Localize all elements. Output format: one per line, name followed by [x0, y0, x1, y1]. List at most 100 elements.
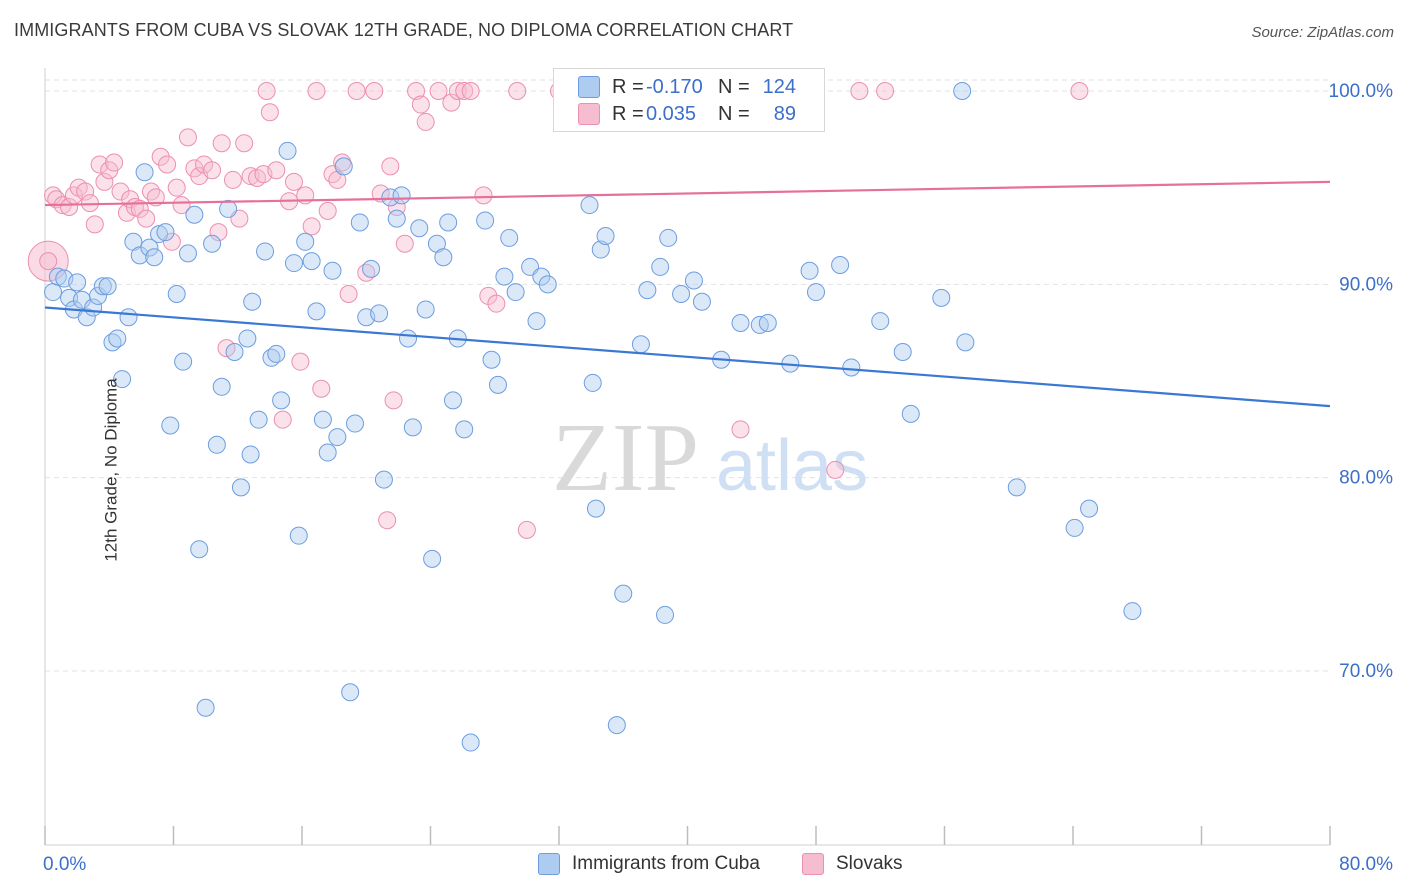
watermark: ZIP atlas: [552, 404, 868, 512]
cuba-points: [44, 82, 1142, 752]
data-point: [156, 223, 175, 242]
data-point: [656, 605, 675, 624]
data-point: [807, 283, 825, 302]
data-point: [403, 418, 422, 437]
r-value: -0.170: [646, 75, 703, 98]
data-point: [174, 352, 193, 371]
data-point: [538, 275, 557, 294]
data-point: [347, 82, 366, 100]
data-point: [442, 93, 461, 112]
data-point: [219, 199, 238, 218]
data-point: [135, 163, 154, 182]
data-point: [190, 540, 209, 559]
data-point: [362, 259, 381, 278]
data-point: [284, 172, 303, 191]
data-point: [313, 410, 332, 429]
data-point: [399, 329, 418, 348]
data-point: [130, 199, 149, 218]
data-point: [901, 404, 920, 423]
data-point: [461, 733, 480, 752]
data-point: [1070, 82, 1089, 100]
data-point: [302, 252, 321, 271]
data-point: [731, 314, 750, 332]
y-tick-label: 80.0%: [1339, 468, 1393, 489]
data-point: [455, 420, 474, 439]
data-point: [392, 186, 411, 205]
data-point: [381, 157, 400, 176]
n-label: N =: [718, 75, 750, 98]
data-point: [956, 333, 975, 352]
data-point: [77, 308, 96, 327]
data-point: [350, 213, 369, 232]
data-point: [1080, 499, 1099, 518]
data-point: [267, 344, 286, 363]
axes: [44, 68, 1331, 846]
legend-swatch-blue: [578, 76, 600, 98]
data-point: [378, 511, 397, 530]
data-point: [429, 82, 448, 100]
data-point: [223, 170, 242, 189]
data-point: [90, 155, 109, 174]
data-point: [238, 329, 257, 348]
data-point: [607, 716, 626, 735]
data-point: [500, 228, 519, 247]
r-label: R =: [612, 75, 644, 98]
data-point: [203, 161, 222, 180]
chart-title: IMMIGRANTS FROM CUBA VS SLOVAK 12TH GRAD…: [14, 20, 794, 40]
data-point: [476, 211, 495, 230]
data-point: [474, 186, 493, 205]
data-point: [341, 683, 360, 702]
n-value: 89: [773, 102, 796, 125]
r-label: R =: [612, 102, 644, 125]
data-point: [249, 410, 268, 429]
data-point: [44, 283, 63, 302]
data-point: [506, 283, 525, 302]
data-point: [150, 225, 169, 244]
data-point: [684, 271, 703, 290]
data-point: [411, 95, 430, 114]
data-point: [260, 103, 279, 122]
data-point: [267, 161, 286, 180]
data-point: [1123, 602, 1142, 621]
data-point: [89, 286, 108, 305]
data-point: [60, 198, 79, 216]
data-point: [443, 391, 462, 410]
legend-row-slovaks: R = 0.035 N = 89: [578, 100, 796, 128]
data-point: [185, 205, 204, 224]
data-point: [532, 267, 551, 286]
data-point: [113, 370, 132, 389]
data-point: [273, 410, 292, 429]
data-point: [145, 248, 164, 267]
data-point: [212, 134, 231, 153]
data-point: [225, 343, 244, 361]
data-point: [932, 288, 951, 307]
data-point: [527, 312, 546, 331]
legend-swatch-pink: [802, 853, 824, 875]
data-point: [659, 228, 678, 247]
data-point: [39, 252, 58, 271]
data-point: [508, 82, 527, 100]
slovaks-points: [27, 82, 1089, 539]
legend-item-cuba[interactable]: Immigrants from Cuba: [538, 852, 760, 876]
data-point: [328, 428, 347, 447]
n-value: 124: [762, 75, 796, 98]
n-label: N =: [718, 102, 750, 125]
data-point: [439, 213, 458, 232]
data-point: [692, 292, 711, 311]
data-point: [800, 261, 819, 280]
data-point: [140, 238, 159, 257]
data-point: [586, 499, 605, 518]
r-value: 0.035: [646, 102, 697, 125]
data-point: [381, 188, 400, 207]
data-point: [307, 302, 326, 321]
data-point: [1065, 518, 1084, 537]
data-point: [178, 244, 197, 263]
legend-item-slovaks[interactable]: Slovaks: [802, 852, 903, 876]
data-point: [48, 267, 67, 286]
data-point: [953, 82, 972, 100]
data-point: [374, 470, 393, 489]
watermark-zip: ZIP: [552, 404, 699, 512]
data-point: [76, 182, 95, 201]
grid-lines: [45, 79, 1330, 672]
